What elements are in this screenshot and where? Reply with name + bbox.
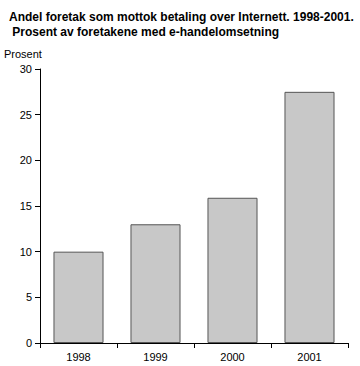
svg-text:15: 15 [20,200,32,212]
svg-text:1999: 1999 [143,351,167,363]
svg-text:1998: 1998 [66,351,90,363]
svg-text:20: 20 [20,154,32,166]
svg-text:2001: 2001 [297,351,321,363]
svg-text:Andel foretak som mottok betal: Andel foretak som mottok betaling over I… [9,10,354,24]
svg-text:30: 30 [20,63,32,75]
svg-text:2000: 2000 [220,351,244,363]
svg-text:25: 25 [20,109,32,121]
svg-text:Prosent: Prosent [4,48,42,60]
svg-text:5: 5 [26,291,32,303]
svg-text:0: 0 [26,337,32,349]
svg-text:Prosent av foretakene med e-ha: Prosent av foretakene med e-handelomsetn… [9,25,279,39]
svg-text:10: 10 [20,246,32,258]
